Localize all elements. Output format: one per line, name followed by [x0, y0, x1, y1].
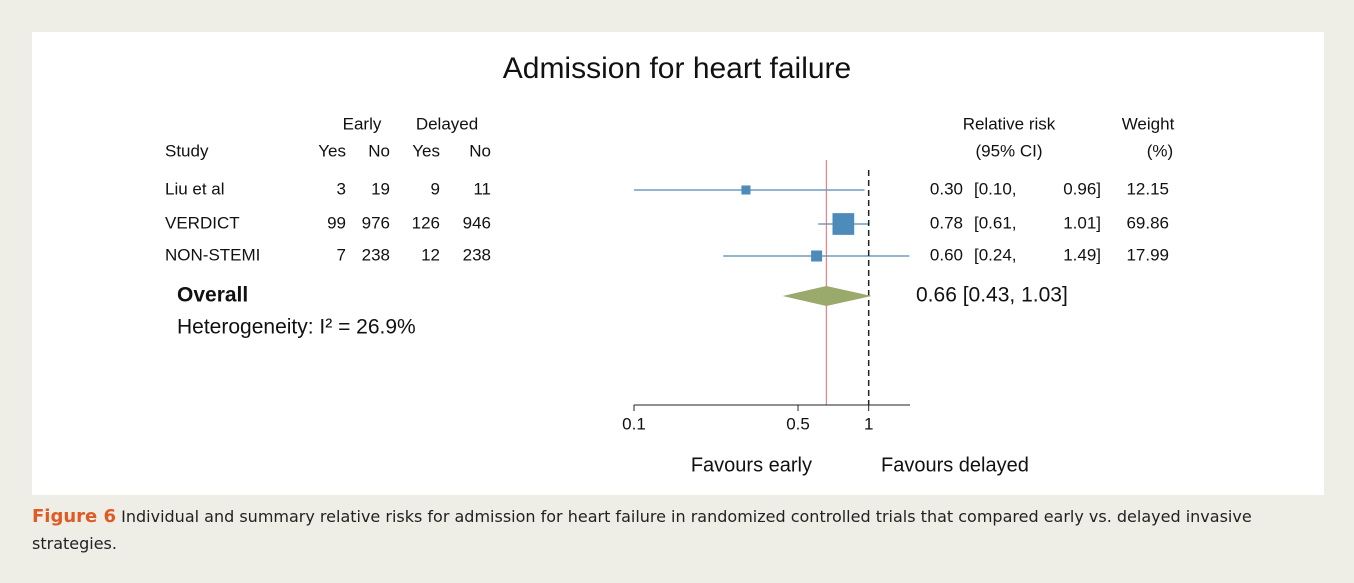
- study-name: Liu et al: [165, 179, 225, 198]
- caption-label: Figure 6: [32, 506, 117, 527]
- overall-label: 0.66 [0.43, 1.03]: [916, 284, 1068, 307]
- overall-name: Overall: [177, 284, 248, 307]
- ci-label: [0.24,: [974, 245, 1017, 264]
- ci-label: [0.10,: [974, 179, 1017, 198]
- column-header: Weight: [1122, 114, 1175, 133]
- column-header: Study: [165, 141, 209, 160]
- caption: Figure 6 Individual and summary relative…: [32, 503, 1322, 557]
- cell: 12: [421, 245, 440, 264]
- rr-label: 0.60: [930, 245, 963, 264]
- cell: 126: [412, 213, 440, 232]
- chart-title: Admission for heart failure: [503, 52, 852, 85]
- point-estimate: [832, 213, 855, 235]
- cell: 9: [431, 179, 440, 198]
- study-name: NON-STEMI: [165, 245, 260, 264]
- ci-label: 1.01]: [1063, 213, 1101, 232]
- ci-label: [0.61,: [974, 213, 1017, 232]
- chart: Admission for heart failure Early Delayed…: [32, 32, 1324, 495]
- cell: 3: [337, 179, 346, 198]
- ci-label: 0.96]: [1063, 179, 1101, 198]
- point-estimate: [811, 250, 823, 262]
- cell: 11: [473, 179, 491, 198]
- cell: 7: [337, 245, 346, 264]
- column-header: Early: [343, 114, 382, 133]
- rr-label: 0.78: [930, 213, 963, 232]
- rr-label: 0.30: [930, 179, 963, 198]
- column-header: Relative risk: [963, 114, 1056, 133]
- column-header: (%): [1147, 141, 1173, 160]
- weight-label: 12.15: [1126, 179, 1169, 198]
- overall-diamond: [782, 286, 872, 306]
- weight-label: 69.86: [1126, 213, 1169, 232]
- cell: 946: [463, 213, 491, 232]
- cell: 238: [362, 245, 390, 264]
- point-estimate: [741, 185, 751, 195]
- x-tick-label: 0.5: [786, 414, 810, 433]
- caption-text: Individual and summary relative risks fo…: [32, 507, 1252, 553]
- study-name: VERDICT: [165, 213, 240, 232]
- cell: 976: [362, 213, 390, 232]
- cell: 238: [463, 245, 491, 264]
- ci-label: 1.49]: [1063, 245, 1101, 264]
- cell: 19: [371, 179, 390, 198]
- x-tick-label: 1: [864, 414, 873, 433]
- column-header: Yes: [412, 141, 440, 160]
- x-axis-label: Favours early: [691, 454, 812, 476]
- column-header: Delayed: [416, 114, 478, 133]
- cell: 99: [327, 213, 346, 232]
- heterogeneity: Heterogeneity: I² = 26.9%: [177, 316, 416, 339]
- column-header: Yes: [318, 141, 346, 160]
- column-header: (95% CI): [975, 141, 1042, 160]
- x-tick-label: 0.1: [622, 414, 646, 433]
- column-header: No: [469, 141, 491, 160]
- weight-label: 17.99: [1126, 245, 1169, 264]
- x-axis-label: Favours delayed: [881, 454, 1029, 476]
- column-header: No: [368, 141, 390, 160]
